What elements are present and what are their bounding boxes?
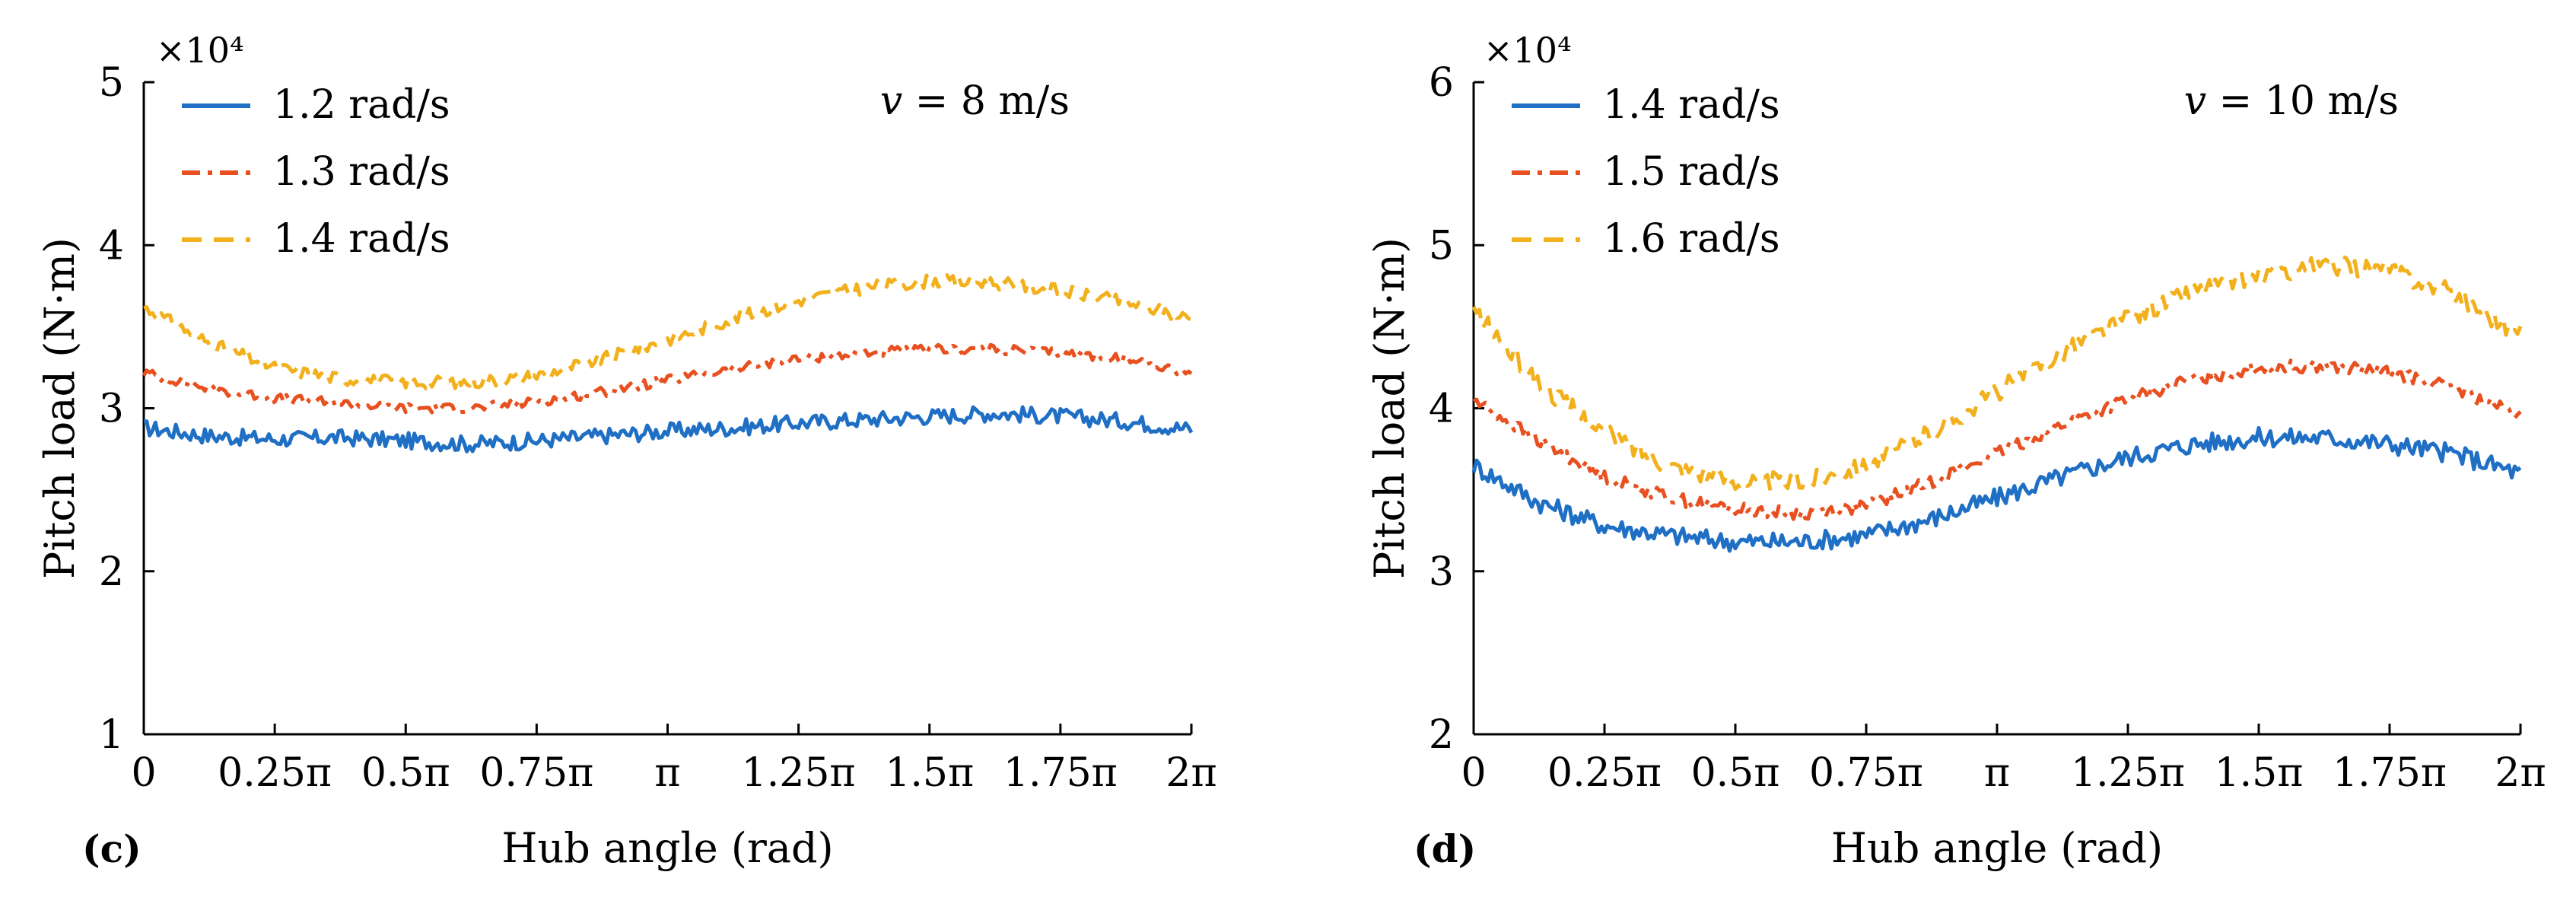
series-line-1-3-rad-s (142, 342, 1193, 415)
y-tick-label: 1 (99, 712, 124, 758)
panel-label: (d) (1414, 826, 1476, 871)
y-tick-label: 2 (1429, 712, 1454, 758)
series-line-1-6-rad-s (1471, 255, 2523, 493)
chart-panel-2: 0 0.25π 0.5π 0.75π π 1.25π 1.5π 1.75π 2π 2 3 4 5 6 ×10… (1366, 30, 2546, 872)
series-line-1-4-rad-s (1471, 425, 2522, 553)
axis-multiplier: ×10⁴ (1484, 30, 1572, 71)
x-tick-label: 2π (1166, 750, 1216, 796)
y-tick-label: 5 (99, 60, 124, 106)
x-tick-label: 0.25π (218, 750, 332, 796)
x-tick-label: 1.75π (1003, 750, 1118, 796)
x-tick-label: 1.25π (2071, 750, 2185, 796)
legend-label: 1.4 rad/s (1603, 82, 1780, 128)
x-tick-label: 0.75π (1809, 750, 1923, 796)
y-tick-label: 4 (1429, 387, 1454, 432)
y-axis-label: Pitch load (N·m) (1366, 237, 1414, 579)
x-tick-label: 1.25π (742, 750, 856, 796)
annotation-value: = 8 m/s (902, 78, 1070, 124)
x-tick-label: 0.5π (1691, 750, 1780, 796)
x-tick-label: 0 (131, 750, 156, 796)
x-tick-label: 0 (1461, 750, 1486, 796)
legend-label: 1.6 rad/s (1603, 216, 1780, 262)
y-tick-label: 3 (1429, 549, 1454, 595)
x-axis-label: Hub angle (rad) (501, 824, 833, 872)
x-tick-label: 1.75π (2333, 750, 2447, 796)
axis-multiplier: ×10⁴ (156, 30, 244, 71)
x-tick-label: 0.25π (1547, 750, 1662, 796)
y-tick-label: 2 (99, 549, 124, 595)
legend-label: 1.4 rad/s (273, 216, 450, 262)
x-tick-label: 1.5π (885, 750, 974, 796)
annotation-value: = 10 m/s (2206, 78, 2399, 124)
legend-label: 1.3 rad/s (273, 149, 450, 195)
series-line-1-4-rad-s (143, 273, 1192, 391)
x-axis-label: Hub angle (rad) (1831, 824, 2163, 872)
series-line-1-5-rad-s (1472, 358, 2522, 521)
y-tick-label: 6 (1429, 60, 1454, 106)
speed-annotation: v = 8 m/s (880, 78, 1070, 124)
y-tick-label: 3 (99, 387, 124, 432)
legend-label: 1.5 rad/s (1603, 149, 1780, 195)
x-tick-label: 1.5π (2215, 750, 2304, 796)
y-tick-label: 5 (1429, 223, 1454, 269)
x-tick-label: 0.75π (479, 750, 593, 796)
y-axis-label: Pitch load (N·m) (36, 237, 84, 579)
x-tick-label: π (654, 750, 680, 796)
annotation-variable: v (2184, 78, 2206, 124)
x-tick-label: 0.5π (361, 750, 450, 796)
x-tick-label: π (1984, 750, 2010, 796)
panel-label: (c) (82, 826, 142, 871)
legend-label: 1.2 rad/s (273, 82, 450, 128)
x-tick-label: 2π (2495, 750, 2546, 796)
series-line-1-2-rad-s (143, 405, 1194, 454)
speed-annotation: v = 10 m/s (2184, 78, 2399, 124)
annotation-variable: v (880, 78, 902, 124)
y-tick-label: 4 (99, 223, 124, 269)
chart-panel-1: 0 0.25π 0.5π 0.75π π 1.25π 1.5π 1.75π 2π 1 2 3 4 5 ×10… (36, 30, 1217, 872)
